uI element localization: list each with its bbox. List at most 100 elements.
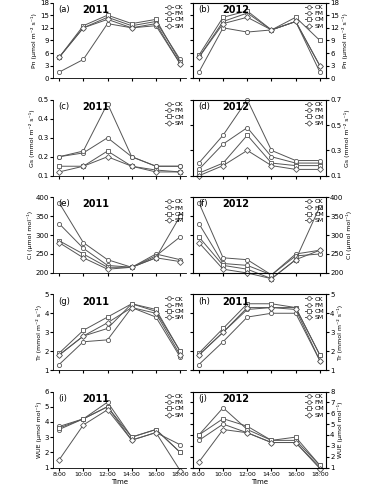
CK — [197, 69, 201, 75]
Y-axis label: Pn (μmol m⁻² s⁻¹): Pn (μmol m⁻² s⁻¹) — [31, 13, 37, 68]
FM — [105, 14, 110, 20]
CK — [81, 56, 86, 62]
SM — [178, 352, 182, 358]
CM — [197, 350, 201, 356]
Line: FM: FM — [57, 102, 182, 168]
SM — [269, 276, 274, 281]
CK — [105, 337, 110, 343]
CK — [153, 22, 158, 28]
FM — [197, 432, 201, 438]
FM — [153, 163, 158, 169]
CK — [81, 416, 86, 422]
CK — [269, 272, 274, 278]
X-axis label: Time: Time — [111, 480, 128, 486]
Line: SM: SM — [197, 15, 322, 68]
Line: SM: SM — [57, 306, 182, 357]
Line: CK: CK — [197, 311, 322, 366]
CK — [318, 160, 322, 166]
CK — [178, 354, 182, 360]
CM — [57, 163, 61, 169]
SM — [318, 166, 322, 172]
CK — [245, 29, 249, 35]
CM — [293, 434, 298, 440]
CK — [318, 464, 322, 470]
FM — [57, 426, 61, 432]
CM — [318, 352, 322, 358]
CK — [221, 25, 226, 31]
Text: 2011: 2011 — [82, 102, 110, 112]
SM — [269, 162, 274, 168]
CM — [178, 169, 182, 175]
Line: FM: FM — [57, 302, 182, 357]
Text: 2012: 2012 — [222, 5, 249, 15]
SM — [57, 240, 61, 246]
SM — [245, 148, 249, 154]
CM — [269, 160, 274, 166]
CM — [178, 213, 182, 219]
CM — [293, 162, 298, 168]
FM — [57, 352, 61, 358]
Text: 2012: 2012 — [222, 394, 249, 404]
Legend: CK, FM, CM, SM: CK, FM, CM, SM — [164, 101, 185, 126]
CM — [130, 264, 134, 270]
CM — [81, 163, 86, 169]
Line: CM: CM — [57, 214, 182, 270]
SM — [318, 247, 322, 253]
SM — [178, 258, 182, 264]
Text: 2011: 2011 — [222, 296, 249, 306]
SM — [269, 304, 274, 310]
SM — [293, 166, 298, 172]
CK — [318, 69, 322, 75]
CK — [57, 69, 61, 75]
FM — [221, 18, 226, 24]
CM — [178, 58, 182, 64]
CK — [221, 421, 226, 427]
FM — [130, 301, 134, 307]
FM — [269, 148, 274, 154]
CK — [130, 25, 134, 31]
FM — [105, 100, 110, 106]
CM — [197, 234, 201, 240]
CK — [178, 163, 182, 169]
SM — [197, 352, 201, 358]
CM — [293, 14, 298, 20]
FM — [197, 220, 201, 226]
CK — [293, 440, 298, 446]
CK — [130, 264, 134, 270]
CM — [105, 12, 110, 18]
CM — [197, 52, 201, 59]
SM — [105, 16, 110, 22]
CK — [245, 314, 249, 320]
Y-axis label: Gs (mmol m⁻² s⁻¹): Gs (mmol m⁻² s⁻¹) — [344, 109, 350, 166]
SM — [221, 20, 226, 26]
Line: SM: SM — [57, 240, 182, 272]
CK — [105, 256, 110, 262]
CM — [197, 432, 201, 438]
SM — [245, 270, 249, 276]
SM — [57, 352, 61, 358]
CM — [57, 425, 61, 431]
Line: CM: CM — [197, 133, 322, 176]
CK — [269, 310, 274, 316]
CK — [245, 124, 249, 130]
CM — [57, 350, 61, 356]
Line: CK: CK — [57, 404, 182, 447]
Line: CK: CK — [197, 20, 322, 74]
FM — [197, 160, 201, 166]
SM — [178, 169, 182, 175]
Line: CM: CM — [57, 404, 182, 454]
SM — [81, 255, 86, 261]
Line: FM: FM — [57, 400, 182, 454]
CK — [293, 18, 298, 24]
Y-axis label: Tr (mmol m⁻² s⁻¹): Tr (mmol m⁻² s⁻¹) — [36, 304, 42, 360]
CM — [57, 54, 61, 60]
Y-axis label: Ci (μmol mol⁻¹): Ci (μmol mol⁻¹) — [346, 211, 352, 259]
SM — [153, 20, 158, 26]
CK — [197, 438, 201, 444]
CK — [197, 362, 201, 368]
Text: (e): (e) — [58, 200, 70, 208]
CK — [81, 150, 86, 156]
SM — [153, 255, 158, 261]
Line: FM: FM — [197, 11, 322, 68]
FM — [221, 405, 226, 411]
